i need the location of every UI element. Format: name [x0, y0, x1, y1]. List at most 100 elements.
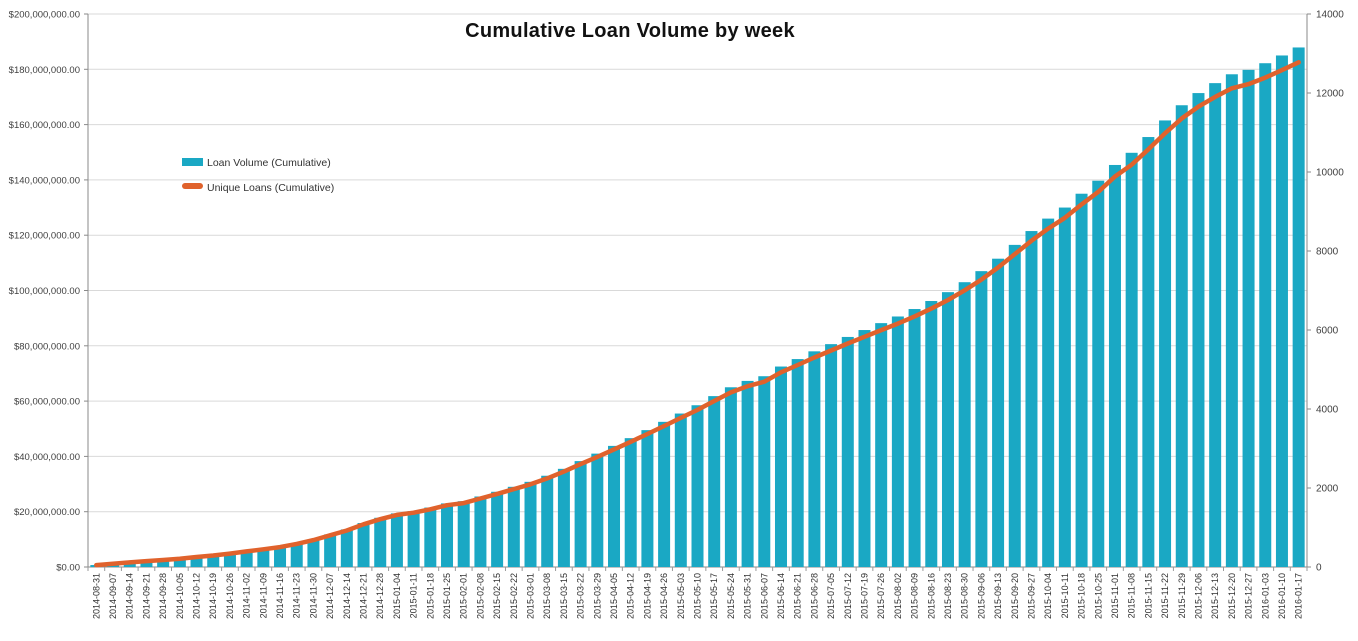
bar-2015-07-12	[841, 336, 854, 567]
x-axis-label-2015-01-11: 2015-01-11	[409, 573, 419, 618]
right-axis-label: 8000	[1316, 247, 1339, 258]
right-axis-label: 6000	[1316, 326, 1339, 337]
line-unique-loans	[94, 60, 1301, 568]
x-axis-label-2015-05-17: 2015-05-17	[709, 573, 719, 619]
x-axis-label-2014-10-05: 2014-10-05	[175, 573, 185, 619]
legend-label-0: Loan Volume (Cumulative)	[207, 157, 331, 169]
bar-2015-05-24	[724, 387, 737, 567]
left-axis-label: $60,000,000.00	[14, 397, 80, 408]
x-axis-label-2015-01-18: 2015-01-18	[425, 573, 435, 619]
x-axis-label-2014-12-21: 2014-12-21	[359, 573, 369, 619]
bar-2016-01-03	[1259, 63, 1272, 567]
right-axis-label: 0	[1316, 563, 1322, 574]
bar-2014-11-09	[257, 548, 270, 567]
bar-2015-02-15	[491, 491, 504, 567]
right-axis-label: 4000	[1316, 405, 1339, 416]
bar-2015-12-27	[1242, 69, 1255, 567]
left-axis-label: $40,000,000.00	[14, 452, 80, 463]
bar-2015-06-28	[808, 351, 821, 567]
bar-2015-08-02	[891, 316, 904, 567]
bar-2015-02-08	[474, 496, 487, 567]
x-axis-label-2015-10-18: 2015-10-18	[1077, 573, 1087, 619]
x-axis-label-2014-09-21: 2014-09-21	[141, 573, 151, 619]
x-axis-label-2015-11-22: 2015-11-22	[1160, 573, 1170, 618]
bar-2014-11-02	[240, 550, 253, 567]
bar-2014-10-19	[207, 555, 220, 567]
x-axis-label-2015-06-14: 2015-06-14	[776, 573, 786, 619]
bar-2015-12-06	[1192, 93, 1205, 567]
x-axis-label-2015-11-08: 2015-11-08	[1127, 573, 1137, 618]
x-axis-label-2015-03-01: 2015-03-01	[526, 573, 536, 619]
x-axis-label-2015-06-28: 2015-06-28	[809, 573, 819, 619]
bar-2015-01-04	[390, 513, 403, 567]
legend-label-1: Unique Loans (Cumulative)	[207, 182, 334, 194]
x-axis-label-2015-11-29: 2015-11-29	[1177, 573, 1187, 618]
x-axis-label-2015-12-06: 2015-12-06	[1194, 573, 1204, 619]
x-axis-label-2015-06-07: 2015-06-07	[759, 573, 769, 619]
bar-2014-11-30	[307, 539, 320, 567]
bar-2015-08-16	[925, 301, 938, 567]
bar-2015-07-05	[825, 344, 838, 567]
bar-2014-10-26	[223, 553, 236, 567]
x-axis-label-2015-11-01: 2015-11-01	[1110, 573, 1120, 618]
bar-2014-10-12	[190, 556, 203, 567]
x-axis-label-2014-12-14: 2014-12-14	[342, 573, 352, 619]
x-axis-label-2016-01-17: 2016-01-17	[1294, 573, 1304, 619]
x-axis-label-2015-02-15: 2015-02-15	[492, 573, 502, 619]
x-axis-label-2015-01-25: 2015-01-25	[442, 573, 452, 619]
x-axis-label-2015-10-25: 2015-10-25	[1093, 573, 1103, 619]
bar-2015-09-13	[992, 258, 1005, 567]
bar-2015-04-19	[641, 430, 654, 567]
x-axis-label-2016-01-10: 2016-01-10	[1277, 573, 1287, 619]
bar-2014-09-21	[140, 560, 153, 567]
bar-2015-08-09	[908, 309, 921, 567]
bar-2015-07-19	[858, 330, 871, 567]
x-axis-label-2015-10-11: 2015-10-11	[1060, 573, 1070, 618]
bar-2015-12-20	[1225, 74, 1238, 567]
x-axis-label-2014-09-28: 2014-09-28	[158, 573, 168, 619]
x-axis-label-2015-02-01: 2015-02-01	[459, 573, 469, 619]
bar-2015-01-11	[407, 511, 420, 567]
x-axis-label-2015-03-08: 2015-03-08	[542, 573, 552, 619]
bar-2015-11-15	[1142, 137, 1155, 568]
bar-2015-02-22	[507, 486, 520, 567]
right-axis-label: 10000	[1316, 168, 1344, 179]
bar-2014-12-28	[374, 517, 387, 567]
left-axis-label: $100,000,000.00	[9, 286, 80, 297]
bar-2015-03-01	[524, 481, 537, 567]
x-axis-label-2015-02-08: 2015-02-08	[475, 573, 485, 619]
bar-2015-03-22	[574, 461, 587, 567]
bar-2015-11-22	[1159, 120, 1172, 567]
bar-2015-10-04	[1042, 218, 1055, 568]
x-axis-label-2014-12-28: 2014-12-28	[375, 573, 385, 619]
bar-2015-05-03	[674, 413, 687, 567]
x-axis-label-2015-05-03: 2015-05-03	[676, 573, 686, 619]
left-axis-label: $0.00	[56, 563, 80, 574]
x-axis-label-2014-09-07: 2014-09-07	[108, 573, 118, 619]
left-axis-label: $80,000,000.00	[14, 341, 80, 352]
bar-2015-09-27	[1025, 231, 1038, 568]
bar-2015-05-10	[691, 405, 704, 567]
bar-2015-01-18	[424, 507, 437, 567]
right-axis-label: 12000	[1316, 89, 1344, 100]
legend-swatch-1	[182, 183, 203, 189]
bar-2016-01-17	[1292, 47, 1305, 567]
bar-2015-03-08	[541, 475, 554, 567]
bar-2015-09-06	[975, 271, 988, 567]
bar-2016-01-10	[1275, 55, 1288, 567]
x-axis-label-2015-08-16: 2015-08-16	[926, 573, 936, 619]
x-axis-label-2014-12-07: 2014-12-07	[325, 573, 335, 619]
x-axis-label-2015-04-12: 2015-04-12	[626, 573, 636, 619]
x-axis-label-2015-03-29: 2015-03-29	[592, 573, 602, 619]
legend-swatch-0	[182, 158, 203, 166]
x-axis-label-2015-07-05: 2015-07-05	[826, 573, 836, 619]
x-axis-label-2015-08-09: 2015-08-09	[910, 573, 920, 619]
x-axis-label-2014-08-31: 2014-08-31	[91, 573, 101, 619]
x-axis-label-2015-09-27: 2015-09-27	[1027, 573, 1037, 619]
x-axis-label-2015-03-22: 2015-03-22	[576, 573, 586, 619]
left-axis-label: $200,000,000.00	[9, 10, 80, 21]
bar-2015-04-12	[624, 438, 637, 567]
x-axis-label-2015-06-21: 2015-06-21	[793, 573, 803, 619]
bar-2015-11-08	[1125, 152, 1138, 568]
